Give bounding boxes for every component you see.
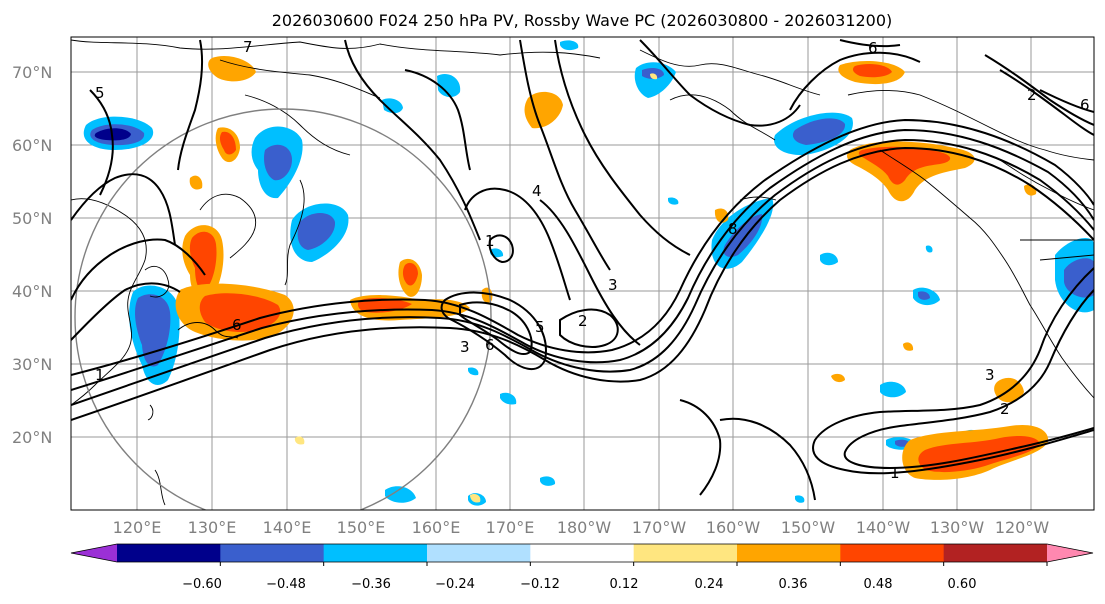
colorbar-cell <box>323 544 428 562</box>
contour-label: 2 <box>1000 400 1010 418</box>
lon-label: 150°W <box>781 518 836 537</box>
colorbar-extend-high <box>1047 544 1093 562</box>
lon-label: 130°W <box>930 518 985 537</box>
colorbar-cell <box>737 544 841 562</box>
contour-label: 7 <box>243 38 253 56</box>
figure-title: 2026030600 F024 250 hPa PV, Rossby Wave … <box>272 11 893 30</box>
lon-label: 130°E <box>188 518 237 537</box>
colorbar-tick-label: 0.48 <box>864 577 893 592</box>
lon-label: 160°W <box>706 518 761 537</box>
lon-label: 170°E <box>486 518 535 537</box>
contour-label: 1 <box>890 464 900 482</box>
contour-label: 8 <box>728 220 738 238</box>
longitude-labels: 120°E 130°E 140°E 150°E 160°E 170°E 180°… <box>113 518 1050 537</box>
colorbar-tick-label: −0.60 <box>182 577 222 592</box>
lat-label: 70°N <box>12 63 52 82</box>
contour-label: 6 <box>485 336 495 354</box>
reference-circle <box>74 108 492 510</box>
colorbar: −0.60 −0.48 −0.36 −0.24 −0.12 0.12 0.24 … <box>70 543 1094 592</box>
colorbar-cell <box>840 544 945 562</box>
colorbar-tick-label: −0.36 <box>351 577 391 592</box>
lon-label: 170°W <box>632 518 687 537</box>
colorbar-tick-label: 0.60 <box>948 577 977 592</box>
contour-label: 1 <box>95 366 105 384</box>
contour-label: 2 <box>1027 86 1037 104</box>
contour-label: 6 <box>232 316 242 334</box>
contour-label: 6 <box>1080 96 1090 114</box>
contour-label: 1 <box>485 232 495 250</box>
contour-label: 3 <box>608 276 618 294</box>
lat-label: 20°N <box>12 428 52 447</box>
colorbar-ticks <box>219 562 1048 566</box>
map-panel: 7 6 5 4 1 2 3 6 2 3 8 5 6 1 6 2 3 1 <box>70 36 1095 511</box>
map-background <box>71 37 1094 510</box>
contour-label: 5 <box>535 318 545 336</box>
colorbar-cells <box>117 544 1048 562</box>
contour-label: 3 <box>985 366 995 384</box>
colorbar-cell <box>220 544 325 562</box>
pv-contours <box>71 39 1094 501</box>
lon-label: 120°W <box>995 518 1050 537</box>
colorbar-cell <box>427 544 531 562</box>
lon-label: 150°E <box>337 518 386 537</box>
colorbar-tick-label: 0.36 <box>779 577 808 592</box>
contour-label: 2 <box>578 312 588 330</box>
lat-label: 40°N <box>12 282 52 301</box>
contour-label: 5 <box>95 84 105 102</box>
colorbar-cell <box>633 544 738 562</box>
lat-label: 30°N <box>12 355 52 374</box>
colorbar-extend-low <box>71 544 117 562</box>
contour-label: 6 <box>868 39 878 57</box>
lon-label: 160°E <box>412 518 461 537</box>
colorbar-outline <box>70 543 1094 563</box>
lat-label: 60°N <box>12 136 52 155</box>
coastlines <box>71 39 1094 506</box>
colorbar-cell <box>530 544 635 562</box>
map-frame <box>70 36 1095 511</box>
colorbar-tick-label: −0.12 <box>520 577 560 592</box>
colorbar-tick-labels: −0.60 −0.48 −0.36 −0.24 −0.12 0.12 0.24 … <box>182 577 976 592</box>
lon-label: 120°E <box>113 518 162 537</box>
lat-label: 50°N <box>12 209 52 228</box>
contour-labels: 7 6 5 4 1 2 3 6 2 3 8 5 6 1 6 2 3 1 <box>95 38 1090 482</box>
colorbar-tick-label: −0.24 <box>435 577 475 592</box>
negative-anomalies <box>83 40 1094 506</box>
colorbar-tick-label: −0.48 <box>266 577 306 592</box>
lon-label: 140°W <box>856 518 911 537</box>
contour-label: 4 <box>532 182 542 200</box>
contour-label: 3 <box>460 338 470 356</box>
colorbar-cell <box>943 544 1048 562</box>
lon-label: 140°E <box>263 518 312 537</box>
colorbar-tick-label: 0.24 <box>695 577 724 592</box>
colorbar-cell <box>117 544 221 562</box>
latitude-labels: 70°N 60°N 50°N 40°N 30°N 20°N <box>12 63 52 447</box>
colorbar-tick-label: 0.12 <box>610 577 639 592</box>
lon-label: 180°W <box>557 518 612 537</box>
